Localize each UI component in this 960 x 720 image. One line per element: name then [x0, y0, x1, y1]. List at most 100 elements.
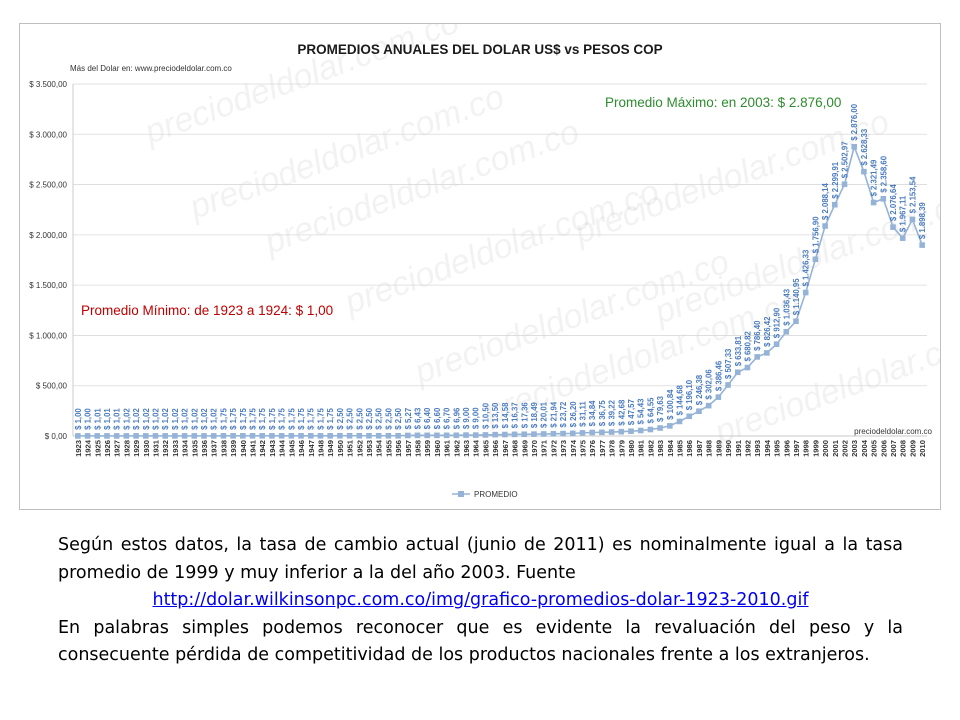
x-tick-label: 1966: [491, 440, 500, 457]
data-point: [657, 425, 663, 431]
data-label: $ 1,75: [258, 407, 267, 429]
x-tick-label: 1985: [676, 439, 685, 457]
x-tick-label: 2005: [870, 439, 879, 457]
x-tick-label: 1940: [239, 440, 248, 457]
data-point: [754, 354, 760, 360]
data-point: [385, 432, 392, 439]
data-point: [618, 428, 625, 435]
data-label: $ 20,01: [540, 401, 549, 428]
x-tick-label: 1949: [326, 440, 335, 457]
x-tick-label: 2000: [821, 440, 830, 457]
data-label: $ 1.140,95: [792, 278, 801, 316]
caption-text: Según estos datos, la tasa de cambio act…: [58, 532, 903, 670]
data-label: $ 680,82: [743, 331, 752, 362]
data-label: $ 1,75: [297, 407, 306, 429]
x-tick-label: 1927: [113, 440, 122, 457]
data-label: $ 79,63: [656, 395, 665, 422]
x-tick-label: 1951: [346, 439, 355, 457]
legend-label: PROMEDIO: [474, 490, 518, 499]
x-tick-label: 1924: [84, 439, 93, 457]
x-tick-label: 1961: [443, 439, 452, 457]
data-label: $ 21,94: [549, 401, 558, 428]
data-labels: $ 1,00 $ 1,00 $ 1,01 $ 1,01 $ 1,01 $ 1,02 $ 1,…: [74, 103, 927, 430]
data-label: $ 1,02: [190, 408, 199, 430]
x-tick-label: 1926: [103, 440, 112, 457]
y-tick-label: $ 3.000,00: [29, 130, 67, 139]
data-label: $ 13,50: [491, 402, 500, 429]
data-point: [356, 432, 363, 439]
data-point: [802, 289, 809, 296]
data-label: $ 2.628,33: [860, 128, 869, 166]
data-point: [181, 433, 188, 439]
x-tick-label: 1928: [122, 440, 131, 457]
data-label: $ 1,02: [210, 408, 219, 430]
x-tick-label: 1995: [773, 439, 782, 457]
x-tick-label: 1952: [355, 440, 364, 457]
data-point: [599, 429, 605, 436]
data-label: $ 2.321,49: [870, 159, 879, 197]
data-label: $ 26,20: [569, 401, 578, 428]
x-tick-label: 1960: [433, 440, 442, 457]
data-label: $ 1,01: [113, 408, 122, 430]
data-point: [880, 195, 887, 202]
data-label: $ 2.153,54: [908, 176, 917, 214]
data-label: $ 1.967,11: [899, 195, 908, 232]
data-label: $ 64,55: [646, 397, 655, 424]
x-tick-label: 1936: [200, 440, 209, 457]
data-point: [793, 318, 799, 325]
data-point: [725, 382, 731, 388]
data-label: $ 2,50: [365, 407, 374, 429]
data-label: $ 31,11: [578, 401, 587, 427]
data-point: [890, 224, 896, 230]
data-label: $ 1,75: [316, 407, 325, 429]
data-label: $ 633,81: [734, 335, 743, 366]
data-point: [298, 433, 304, 439]
data-point: [463, 432, 469, 438]
x-tick-label: 1945: [287, 439, 296, 457]
data-point: [482, 432, 489, 438]
data-point: [492, 431, 498, 438]
data-point: [550, 430, 557, 437]
y-tick-label: $ 2.000,00: [29, 231, 67, 240]
data-label: $ 2.076,64: [889, 184, 898, 222]
data-point: [899, 235, 906, 241]
data-point: [812, 256, 819, 263]
data-label: $ 17,36: [520, 402, 529, 429]
data-point: [104, 433, 110, 439]
data-label: $ 36,75: [598, 400, 607, 427]
x-tick-label: 1978: [608, 440, 617, 457]
x-tick-label: 1982: [646, 440, 655, 457]
x-tick-label: 1969: [520, 440, 529, 457]
x-tick-label: 1953: [365, 440, 374, 457]
data-label: $ 2.876,00: [850, 103, 859, 141]
x-tick-label: 1930: [142, 440, 151, 457]
data-label: $ 1,75: [229, 407, 238, 429]
series-points: [75, 143, 925, 439]
x-tick-label: 1967: [501, 440, 510, 457]
data-point: [133, 433, 139, 439]
data-label: $ 100,84: [666, 389, 675, 420]
data-label: $ 196,10: [685, 379, 694, 410]
x-tick-label: 1955: [384, 439, 393, 457]
caption-source-line: http://dolar.wilkinsonpc.com.co/img/graf…: [58, 587, 903, 615]
data-point: [764, 350, 770, 356]
legend-marker: [458, 491, 464, 497]
x-tick-label: 2003: [850, 440, 859, 457]
source-link[interactable]: http://dolar.wilkinsonpc.com.co/img/graf…: [152, 590, 809, 610]
x-tick-label: 1934: [181, 439, 190, 457]
data-point: [783, 328, 790, 335]
legend: PROMEDIO: [452, 490, 518, 499]
x-tick-label: 1994: [763, 439, 772, 457]
data-point: [269, 433, 275, 439]
x-tick-label: 2008: [899, 440, 908, 457]
y-tick-label: $ 3.500,00: [29, 80, 67, 89]
data-point: [434, 432, 440, 439]
data-label: $ 2,50: [355, 407, 364, 429]
x-tick-label: 1989: [714, 440, 723, 457]
x-tick-label: 1944: [278, 439, 287, 457]
data-label: $ 2.299,91: [831, 161, 840, 199]
x-tick-label: 1964: [472, 439, 481, 457]
data-point: [405, 432, 411, 439]
data-label: $ 5,27: [404, 408, 413, 430]
x-tick-label: 1923: [74, 440, 83, 457]
